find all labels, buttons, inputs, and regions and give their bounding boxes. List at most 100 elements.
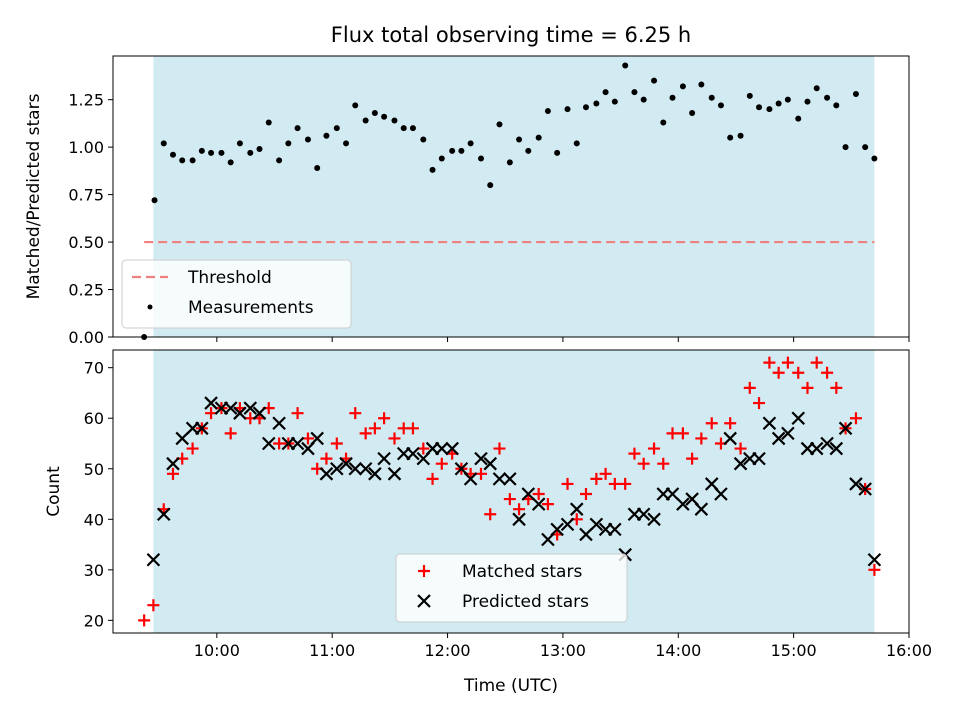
predicted-star-point bbox=[483, 456, 498, 471]
matched-star-point bbox=[810, 356, 823, 369]
measurement-point bbox=[516, 136, 523, 143]
measurement-point bbox=[467, 140, 474, 147]
measurement-point bbox=[804, 98, 811, 105]
predicted-star-point bbox=[809, 441, 824, 456]
measurement-point bbox=[784, 96, 791, 103]
legend-label: Threshold bbox=[187, 268, 272, 288]
legend-matched-swatch bbox=[418, 565, 430, 577]
legend: Threshold Measurements bbox=[121, 259, 352, 329]
measurement-point bbox=[640, 96, 647, 103]
predicted-star-point bbox=[791, 411, 806, 426]
predicted-star-point bbox=[330, 461, 344, 476]
measurement-point bbox=[189, 157, 196, 164]
predicted-star-point bbox=[714, 487, 728, 501]
matched-star-point bbox=[579, 488, 592, 501]
matched-star-point bbox=[753, 397, 766, 410]
matched-star-point bbox=[503, 493, 516, 506]
measurement-point bbox=[582, 104, 589, 111]
chart-title: Flux total observing time = 6.25 h bbox=[331, 23, 691, 47]
predicted-star-point bbox=[771, 431, 786, 446]
plot-frame bbox=[112, 55, 910, 338]
predicted-star-point bbox=[261, 436, 276, 451]
y-tick-label: 70 bbox=[84, 359, 104, 378]
predicted-star-point bbox=[387, 467, 402, 481]
measurement-point bbox=[496, 121, 503, 128]
measurement-point bbox=[198, 147, 205, 154]
predicted-star-point bbox=[550, 522, 564, 537]
measurement-point bbox=[227, 159, 234, 166]
predicted-star-point bbox=[589, 517, 604, 532]
matched-star-point bbox=[849, 412, 862, 425]
measurement-point bbox=[478, 155, 485, 162]
predicted-star-point bbox=[435, 441, 449, 456]
measurement-point bbox=[573, 140, 580, 147]
measurement-point bbox=[660, 119, 667, 126]
matched-star-point bbox=[291, 407, 304, 420]
y-tick-label: 60 bbox=[84, 409, 104, 428]
matched-star-point bbox=[801, 381, 814, 394]
matched-star-point bbox=[561, 477, 574, 490]
matched-star-point bbox=[532, 488, 545, 501]
predicted-star-point bbox=[445, 441, 459, 456]
matched-star-point bbox=[676, 427, 689, 440]
legend: Matched stars Predicted stars bbox=[395, 553, 628, 623]
predicted-star-point bbox=[252, 406, 267, 420]
y-tick-label: 0.25 bbox=[68, 281, 104, 300]
y-tick-label: 0.00 bbox=[68, 328, 104, 347]
measurement-point bbox=[429, 166, 436, 173]
matched-star-point bbox=[781, 356, 794, 369]
predicted-star-point bbox=[521, 487, 536, 501]
x-tick-label: 13:00 bbox=[540, 641, 586, 660]
measurement-point bbox=[236, 140, 243, 147]
predicted-star-point bbox=[406, 446, 420, 461]
matched-star-point bbox=[868, 563, 881, 576]
matched-star-point bbox=[792, 366, 805, 379]
matched-star-point bbox=[330, 437, 343, 450]
predicted-star-point bbox=[166, 456, 180, 471]
predicted-star-point bbox=[820, 436, 834, 451]
measurement-point bbox=[554, 149, 561, 156]
measurement-point bbox=[746, 92, 753, 99]
predicted-star-point bbox=[723, 431, 737, 446]
matched-star-point bbox=[686, 452, 699, 465]
measurement-point bbox=[362, 117, 369, 124]
matched-star-point bbox=[734, 442, 747, 455]
measurement-point bbox=[871, 155, 878, 162]
x-tick-label: 11:00 bbox=[309, 641, 355, 660]
predicted-star-point bbox=[676, 497, 690, 511]
measurement-point bbox=[611, 98, 618, 105]
measurement-point bbox=[449, 147, 456, 154]
predicted-star-point bbox=[608, 522, 622, 537]
matched-star-point bbox=[599, 467, 612, 480]
measurement-point bbox=[371, 109, 378, 116]
legend-predicted-swatch bbox=[417, 594, 431, 608]
measurement-point bbox=[247, 149, 254, 156]
predicted-star-point bbox=[463, 472, 478, 486]
matched-star-point bbox=[513, 503, 526, 516]
predicted-star-point bbox=[223, 401, 238, 415]
predicted-star-point bbox=[531, 497, 546, 511]
measurement-point bbox=[862, 144, 869, 151]
predicted-star-point bbox=[829, 441, 844, 456]
y-tick-label: 1.00 bbox=[68, 138, 104, 157]
predicted-star-point bbox=[569, 502, 584, 516]
measurement-point bbox=[602, 89, 609, 96]
legend-label: Measurements bbox=[188, 298, 314, 318]
predicted-star-point bbox=[781, 426, 795, 441]
matched-star-point bbox=[435, 457, 448, 470]
x-tick-label: 10:00 bbox=[194, 641, 240, 660]
matched-star-point bbox=[830, 381, 843, 394]
measurement-point bbox=[669, 94, 676, 101]
measurement-point bbox=[727, 134, 734, 141]
measurement-point bbox=[218, 149, 225, 156]
measurement-point bbox=[179, 157, 186, 164]
measurement-point bbox=[679, 83, 686, 90]
predicted-star-point bbox=[195, 421, 209, 436]
measurement-point bbox=[208, 149, 215, 156]
measurement-point bbox=[294, 125, 301, 132]
y-axis-label: Count bbox=[44, 466, 64, 517]
measurement-point bbox=[775, 100, 782, 107]
x-tick-label: 14:00 bbox=[655, 641, 701, 660]
measurement-point bbox=[708, 94, 715, 101]
